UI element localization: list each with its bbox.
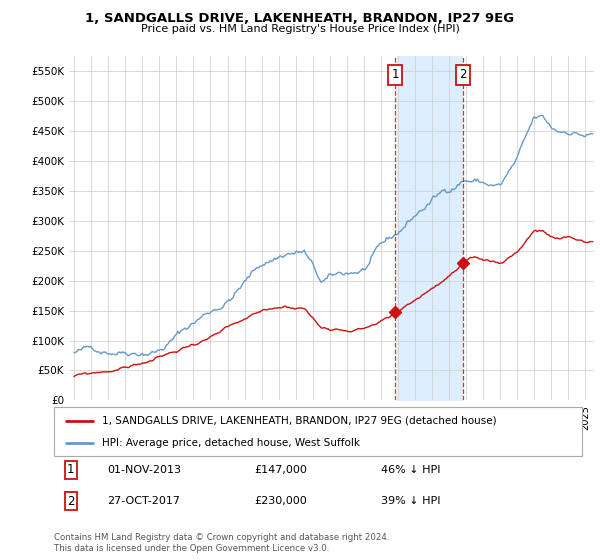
Text: Price paid vs. HM Land Registry's House Price Index (HPI): Price paid vs. HM Land Registry's House …	[140, 24, 460, 34]
Text: 46% ↓ HPI: 46% ↓ HPI	[382, 465, 441, 475]
Text: HPI: Average price, detached house, West Suffolk: HPI: Average price, detached house, West…	[101, 437, 359, 447]
Text: 39% ↓ HPI: 39% ↓ HPI	[382, 496, 441, 506]
Text: 2: 2	[460, 68, 467, 81]
Text: 1, SANDGALLS DRIVE, LAKENHEATH, BRANDON, IP27 9EG (detached house): 1, SANDGALLS DRIVE, LAKENHEATH, BRANDON,…	[101, 416, 496, 426]
Text: Contains HM Land Registry data © Crown copyright and database right 2024.
This d: Contains HM Land Registry data © Crown c…	[54, 533, 389, 553]
Text: 1: 1	[67, 463, 74, 476]
Text: 1: 1	[391, 68, 399, 81]
Text: 27-OCT-2017: 27-OCT-2017	[107, 496, 180, 506]
Text: 01-NOV-2013: 01-NOV-2013	[107, 465, 181, 475]
Text: £230,000: £230,000	[254, 496, 307, 506]
Text: £147,000: £147,000	[254, 465, 308, 475]
Text: 1, SANDGALLS DRIVE, LAKENHEATH, BRANDON, IP27 9EG: 1, SANDGALLS DRIVE, LAKENHEATH, BRANDON,…	[85, 12, 515, 25]
Text: 2: 2	[67, 494, 74, 507]
